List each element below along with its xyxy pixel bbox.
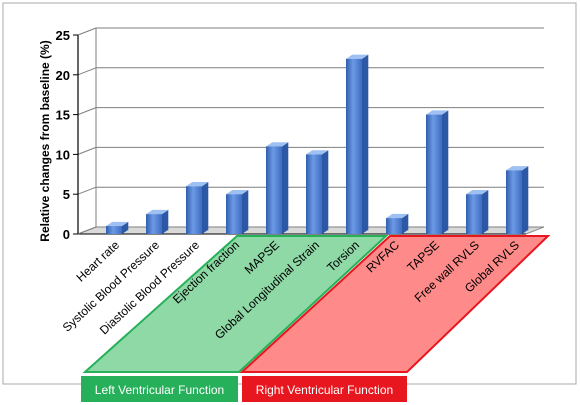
y-tick-label-15: 15: [56, 108, 70, 123]
legend-box-left-ventricular-function: [81, 376, 238, 402]
bar-top: [306, 150, 329, 155]
bar-front: [146, 214, 162, 234]
bar-side: [242, 190, 249, 234]
bar-heart-rate: [106, 221, 129, 234]
gridline-depth-25: [77, 27, 97, 36]
bar-front: [426, 114, 442, 234]
bar-mapse: [266, 142, 289, 234]
bar-front: [386, 218, 402, 234]
bars: [106, 54, 529, 235]
bar-top: [426, 110, 449, 115]
bar-side: [442, 110, 449, 234]
bar-top: [226, 190, 249, 195]
gridline-depth-20: [77, 67, 97, 76]
category-groups: [82, 235, 551, 373]
bar-side: [122, 221, 129, 234]
y-axis-title: Relative changes from baseline (%): [38, 40, 52, 241]
bar-side: [162, 209, 169, 234]
gridline-depth-15: [77, 107, 97, 116]
gridline-depth-5: [77, 186, 97, 195]
y-tick-label-0: 0: [63, 227, 70, 242]
bar-top: [146, 209, 169, 215]
chart-border: [2, 2, 577, 385]
bar-diastolic-blood-pressure: [186, 182, 209, 234]
bar-front: [506, 170, 522, 234]
y-tick-label-10: 10: [56, 147, 70, 162]
bar-front: [266, 146, 282, 234]
bar-front: [346, 58, 362, 234]
legend-label-left-ventricular-function: Left Ventricular Function: [95, 383, 224, 397]
bar-top: [346, 54, 369, 59]
bar-systolic-blood-pressure: [146, 209, 169, 234]
bar-front: [186, 186, 202, 234]
bar-top: [106, 221, 129, 227]
legend-box-right-ventricular-function: [242, 376, 407, 402]
legend-label-right-ventricular-function: Right Ventricular Function: [256, 383, 393, 397]
bar-top: [506, 166, 529, 171]
bar-top: [386, 213, 409, 219]
bar-side: [482, 190, 489, 234]
bar-top: [266, 142, 289, 147]
bar-rvfac: [386, 213, 409, 234]
bar-top: [186, 182, 209, 187]
y-tick-label-20: 20: [56, 68, 70, 83]
bar-global-longitudinal-strain: [306, 150, 329, 234]
bar-side: [402, 213, 409, 234]
bar-front: [106, 226, 122, 234]
group-region-left-ventricular-function: [82, 235, 389, 373]
bar-torsion: [346, 54, 369, 235]
bar-front: [306, 154, 322, 234]
bar-front: [226, 194, 242, 234]
bar-side: [362, 54, 369, 235]
y-axis: 0 5 10 15 20 25: [56, 28, 79, 242]
bar-side: [522, 166, 529, 234]
bar-global-rvls: [506, 166, 529, 234]
bar-side: [202, 182, 209, 234]
bar-ejection-fraction: [226, 190, 249, 234]
gridline-depth-10: [77, 146, 97, 155]
y-tick-label-5: 5: [63, 187, 70, 202]
y-tick-label-25: 25: [56, 28, 70, 43]
bar-tapse: [426, 110, 449, 234]
gridline-depth-0: [77, 226, 97, 235]
bar-front: [466, 194, 482, 234]
group-region-right-ventricular-function: [239, 235, 551, 373]
group-legend: Left Ventricular Function Right Ventricul…: [81, 376, 407, 402]
bar-free-wall-rvls: [466, 190, 489, 234]
bar-side: [282, 142, 289, 234]
bar-top: [466, 190, 489, 195]
bar-side: [322, 150, 329, 234]
